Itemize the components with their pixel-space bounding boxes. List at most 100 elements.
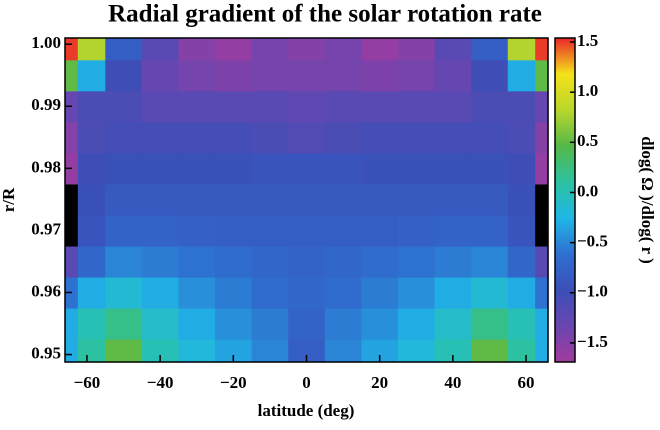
contour-cell [288,245,326,278]
contour-cell [105,59,143,92]
contour-cell [105,183,143,216]
contour-cell [65,245,79,278]
contour-cell [434,38,472,61]
contour-cell [141,38,180,61]
contour-cell [324,308,362,340]
contour-cell [471,183,509,216]
contour-cell [397,308,436,340]
contour-cell [535,308,549,340]
contour-cell [535,90,549,123]
y-tick-label: 0.96 [31,281,61,300]
contour-cell [507,152,536,185]
contour-cell [77,245,106,278]
colorbar-tick-label: 0.0 [577,181,598,200]
colorbar-tick-label: −1.0 [577,282,608,301]
contour-cell [471,308,509,340]
contour-cell [361,214,399,247]
contour-cell [471,214,509,247]
contour-cell [251,276,289,309]
contour-cell [77,276,106,309]
contour-cell [507,90,536,123]
contour-cell [361,245,399,278]
contour-cell [105,121,143,154]
contour-cell [507,38,536,61]
contour-cell [215,59,253,92]
contour-cell [324,38,362,61]
contour-cell [215,276,253,309]
contour-cell [178,276,216,309]
contour-cell [288,152,326,185]
contour-cell [434,183,472,216]
contour-cell [324,276,362,309]
contour-cell [471,152,509,185]
contour-cell [77,38,106,61]
contour-cell [141,90,180,123]
contour-cell [105,90,143,123]
contour-cell [105,214,143,247]
contour-cell [288,276,326,309]
colorbar [554,37,576,363]
contour-cell [288,308,326,340]
contour-cell [434,308,472,340]
contour-cell [434,339,472,363]
contour-cell [361,183,399,216]
contour-cell [288,90,326,123]
contour-cell [535,152,549,185]
contour-cell [535,276,549,309]
colorbar-tick-label: −0.5 [577,232,608,251]
contour-cell [507,339,536,363]
contour-cell [324,121,362,154]
contour-cell [361,90,399,123]
contour-cell [215,90,253,123]
contour-cell [105,276,143,309]
contour-cell [105,152,143,185]
contour-cell [215,152,253,185]
contour-cell [397,339,436,363]
contour-cell [178,308,216,340]
contour-cell [434,121,472,154]
contour-cell [65,339,79,363]
colorbar-tick-label: 0.5 [577,131,598,150]
contour-cell [251,339,289,363]
contour-cell [535,339,549,363]
contour-cell [77,214,106,247]
contour-cell [507,245,536,278]
contour-cell [141,152,180,185]
chart-title: Radial gradient of the solar rotation ra… [108,1,542,28]
contour-cell [251,59,289,92]
contour-cell [65,308,79,340]
contour-cell [77,152,106,185]
x-tick-label: −20 [220,373,247,392]
contour-cell [215,183,253,216]
contour-cell [178,38,216,61]
y-axis-label: r/R [0,187,18,212]
contour-cell [178,214,216,247]
contour-cell [288,214,326,247]
contour-cell [507,308,536,340]
contour-cell [141,339,180,363]
contour-cell [251,90,289,123]
contour-cell [77,308,106,340]
contour-cell [178,339,216,363]
contour-cell [535,183,549,216]
contour-cell [215,121,253,154]
contour-cell [141,59,180,92]
colorbar-tick-label: 1.5 [577,31,598,50]
contour-cell [178,90,216,123]
contour-cell [77,121,106,154]
contour-cell [361,276,399,309]
contour-cell [434,59,472,92]
contour-cell [105,308,143,340]
contour-cell [361,121,399,154]
contour-cell [65,59,79,92]
contour-cell [288,121,326,154]
contour-cell [288,38,326,61]
contour-cell [471,339,509,363]
x-tick-label: 60 [518,373,535,392]
contour-cell [215,245,253,278]
colorbar-tick-label: −1.5 [577,332,608,351]
contour-cell [141,183,180,216]
contour-cell [141,245,180,278]
contour-cell [77,339,106,363]
